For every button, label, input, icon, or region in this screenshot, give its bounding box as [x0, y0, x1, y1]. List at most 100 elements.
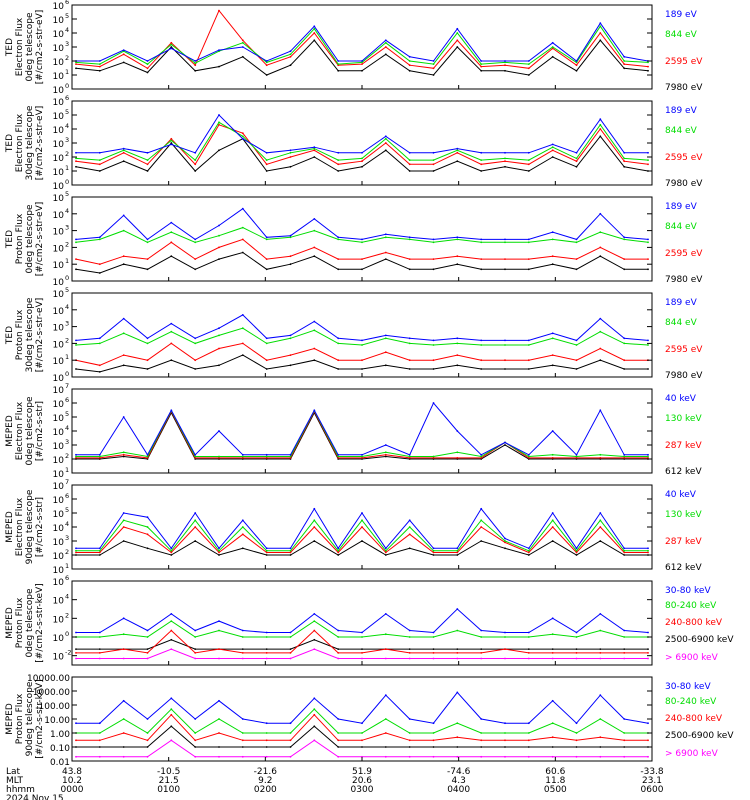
- data-point: [527, 258, 530, 260]
- data-point: [337, 342, 340, 345]
- data-point: [432, 554, 435, 556]
- data-point: [289, 151, 292, 154]
- data-point: [194, 163, 197, 166]
- data-point: [194, 519, 197, 522]
- data-point: [480, 65, 483, 68]
- data-point: [432, 636, 435, 638]
- data-point: [313, 540, 316, 542]
- y-axis-label: [#/cm2-s-str]: [35, 497, 45, 557]
- legend-entry: 130 keV: [665, 510, 702, 520]
- data-point: [289, 547, 292, 550]
- data-point: [647, 241, 649, 244]
- data-point: [289, 156, 292, 158]
- data-point: [647, 159, 649, 162]
- data-point: [527, 63, 530, 65]
- y-tick-label: 10: [53, 98, 65, 108]
- data-point: [432, 455, 435, 458]
- data-point: [527, 163, 530, 166]
- data-point: [146, 455, 149, 458]
- data-point: [432, 755, 435, 758]
- y-tick-label: 10: [53, 44, 65, 54]
- data-point: [408, 648, 411, 650]
- y-tick-label: 10: [53, 261, 65, 271]
- data-point: [241, 519, 244, 522]
- data-point: [480, 268, 483, 271]
- legend-entry: 612 keV: [665, 467, 702, 477]
- data-point: [551, 332, 554, 335]
- data-point: [98, 364, 101, 367]
- data-point: [361, 455, 363, 458]
- data-point: [194, 657, 197, 660]
- data-point: [241, 629, 244, 632]
- data-point: [218, 224, 220, 227]
- data-point: [122, 617, 125, 620]
- data-point: [551, 156, 554, 158]
- data-point: [98, 453, 101, 456]
- data-point: [432, 402, 435, 404]
- data-point: [122, 657, 125, 660]
- data-point: [408, 236, 411, 239]
- data-point: [337, 63, 340, 65]
- y-tick-exponent: 2: [65, 452, 69, 460]
- data-point: [384, 453, 387, 456]
- x-row-label: MLT: [6, 776, 24, 786]
- data-point: [265, 60, 268, 62]
- data-point: [75, 63, 77, 65]
- data-point: [265, 648, 268, 650]
- data-point: [647, 258, 649, 260]
- data-point: [504, 648, 506, 650]
- data-point: [337, 746, 340, 748]
- series-line-p5-4: [76, 402, 648, 456]
- data-point: [265, 631, 268, 634]
- data-point: [527, 549, 530, 552]
- data-point: [218, 457, 220, 459]
- data-point: [551, 143, 554, 146]
- data-point: [170, 551, 173, 554]
- data-point: [647, 339, 649, 342]
- data-point: [75, 453, 77, 456]
- data-point: [146, 71, 149, 74]
- data-point: [146, 739, 149, 742]
- data-point: [551, 364, 554, 367]
- data-point: [194, 64, 197, 67]
- legend-entry: 844 eV: [665, 318, 698, 328]
- legend-entry: 80-240 keV: [665, 601, 717, 611]
- data-point: [289, 636, 292, 638]
- data-point: [456, 736, 459, 739]
- data-point: [265, 74, 268, 76]
- data-point: [170, 725, 173, 728]
- data-point: [623, 165, 626, 168]
- data-point: [551, 146, 554, 149]
- data-point: [551, 46, 554, 48]
- data-point: [623, 732, 626, 734]
- data-point: [265, 746, 268, 748]
- data-point: [241, 652, 244, 654]
- legend-entry: 2595 eV: [665, 249, 703, 259]
- legend-entry: 240-800 keV: [665, 714, 723, 724]
- data-point: [575, 648, 578, 650]
- data-point: [504, 61, 506, 64]
- y-tick-label: 10: [53, 482, 65, 492]
- data-point: [408, 258, 411, 260]
- x-tick-label: 43.8: [62, 767, 82, 777]
- data-point: [408, 457, 411, 459]
- data-point: [551, 263, 554, 266]
- data-point: [551, 519, 554, 522]
- x-tick-label: 0000: [61, 785, 84, 795]
- data-point: [527, 170, 530, 172]
- y-tick-label: 10: [53, 634, 65, 644]
- data-point: [575, 739, 578, 742]
- data-point: [241, 327, 244, 330]
- data-point: [170, 143, 173, 146]
- data-point: [75, 549, 77, 552]
- data-point: [384, 251, 387, 254]
- y-tick-label: 10: [53, 615, 65, 625]
- data-point: [361, 268, 363, 271]
- y-axis-label: TED: [5, 326, 15, 345]
- data-point: [241, 354, 244, 356]
- data-point: [313, 697, 316, 700]
- data-point: [623, 455, 626, 458]
- series-line-p1-1: [75, 39, 649, 76]
- data-point: [575, 457, 578, 459]
- data-point: [647, 163, 649, 166]
